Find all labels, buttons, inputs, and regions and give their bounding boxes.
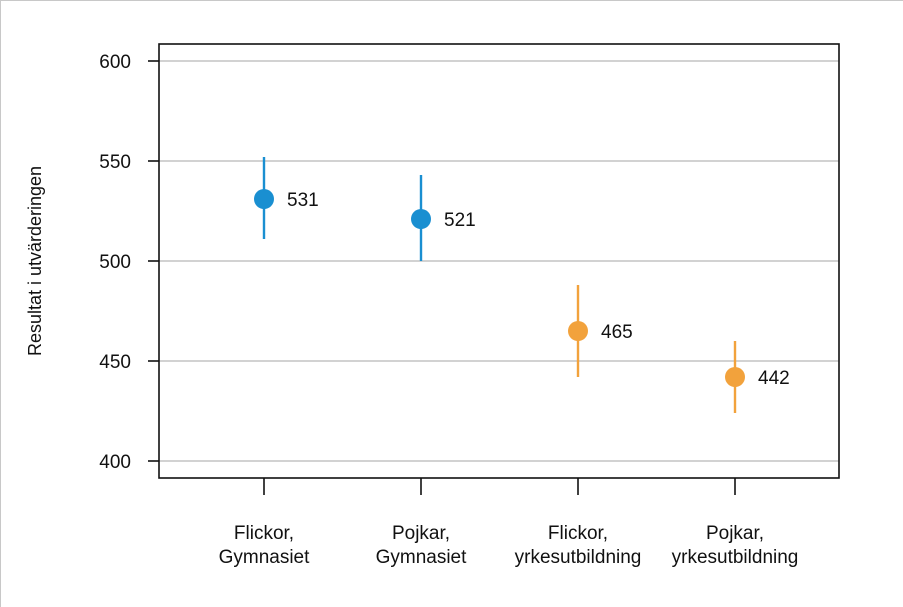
data-point [725, 367, 745, 387]
x-tick-label-line: yrkesutbildning [672, 547, 799, 568]
data-label: 531 [287, 190, 319, 211]
x-tick-label-line: Pojkar, [392, 523, 450, 544]
x-tick-label: Flickor, Gymnasiet [219, 523, 311, 568]
y-axis-title: Resultat i utvärderingen [25, 166, 45, 356]
x-tick-label: Pojkar, yrkesutbildning [672, 523, 799, 568]
gridlines [159, 60, 839, 462]
y-tick-label: 450 [99, 352, 131, 373]
x-tick-label: Pojkar, Gymnasiet [376, 523, 468, 568]
data-points [254, 189, 745, 387]
x-tick-label-line: Gymnasiet [376, 547, 468, 568]
data-point [568, 321, 588, 341]
data-label: 465 [601, 322, 633, 343]
x-tick-label-line: Pojkar, [706, 523, 764, 544]
x-tick-label-line: yrkesutbildning [515, 547, 642, 568]
x-tick-label-line: Flickor, [548, 523, 608, 544]
y-tick-label: 600 [99, 52, 131, 73]
y-tick-label: 400 [99, 452, 131, 473]
data-point [254, 189, 274, 209]
x-tick-label-line: Gymnasiet [219, 547, 311, 568]
x-tick-label-line: Flickor, [234, 523, 294, 544]
error-bars [262, 157, 737, 413]
data-label: 442 [758, 368, 790, 389]
data-point [411, 209, 431, 229]
x-tick-label: Flickor, yrkesutbildning [515, 523, 642, 568]
data-labels: 531 521 465 442 [287, 190, 790, 389]
y-tick-label: 500 [99, 252, 131, 273]
plot-border [158, 43, 840, 479]
data-label: 521 [444, 210, 476, 231]
y-axis-ticks: 400 450 500 550 600 [99, 52, 159, 473]
y-tick-label: 550 [99, 152, 131, 173]
